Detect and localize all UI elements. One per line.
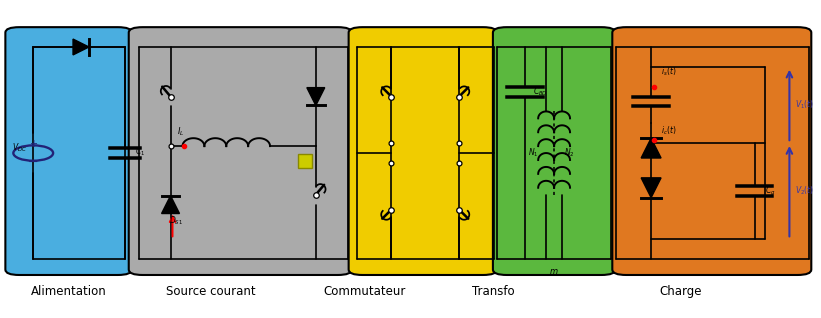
Polygon shape [162, 196, 180, 213]
Text: $V_2(t)$: $V_2(t)$ [796, 185, 814, 197]
Text: $V_1(t)$: $V_1(t)$ [796, 99, 814, 111]
Text: $I_L$: $I_L$ [177, 126, 184, 138]
FancyBboxPatch shape [6, 27, 131, 275]
Text: $C_g$: $C_g$ [764, 185, 775, 198]
Text: +: + [30, 139, 37, 149]
Text: $N_2$: $N_2$ [564, 147, 575, 159]
Text: $C_1$: $C_1$ [135, 146, 145, 158]
Polygon shape [307, 88, 325, 106]
Text: $N_1$: $N_1$ [528, 147, 539, 159]
Text: Source courant: Source courant [166, 285, 255, 298]
Text: $i_c(t)$: $i_c(t)$ [661, 124, 677, 136]
Text: $V_{DC}$: $V_{DC}$ [11, 142, 27, 154]
FancyBboxPatch shape [349, 27, 497, 275]
Polygon shape [73, 39, 89, 55]
Text: Alimentation: Alimentation [30, 285, 106, 298]
Polygon shape [641, 138, 661, 158]
Text: Transfo: Transfo [472, 285, 515, 298]
FancyBboxPatch shape [493, 27, 615, 275]
Polygon shape [641, 178, 661, 198]
FancyBboxPatch shape [129, 27, 351, 275]
Text: $C_{BD}$: $C_{BD}$ [533, 85, 548, 98]
Bar [298, 154, 312, 168]
Text: $D_{S1}$: $D_{S1}$ [168, 214, 183, 227]
Text: $m$: $m$ [549, 266, 559, 275]
Text: Commutateur: Commutateur [323, 285, 406, 298]
Text: Charge: Charge [660, 285, 702, 298]
FancyBboxPatch shape [612, 27, 811, 275]
Text: $i_s(t)$: $i_s(t)$ [661, 66, 677, 78]
Text: −: − [28, 156, 39, 169]
